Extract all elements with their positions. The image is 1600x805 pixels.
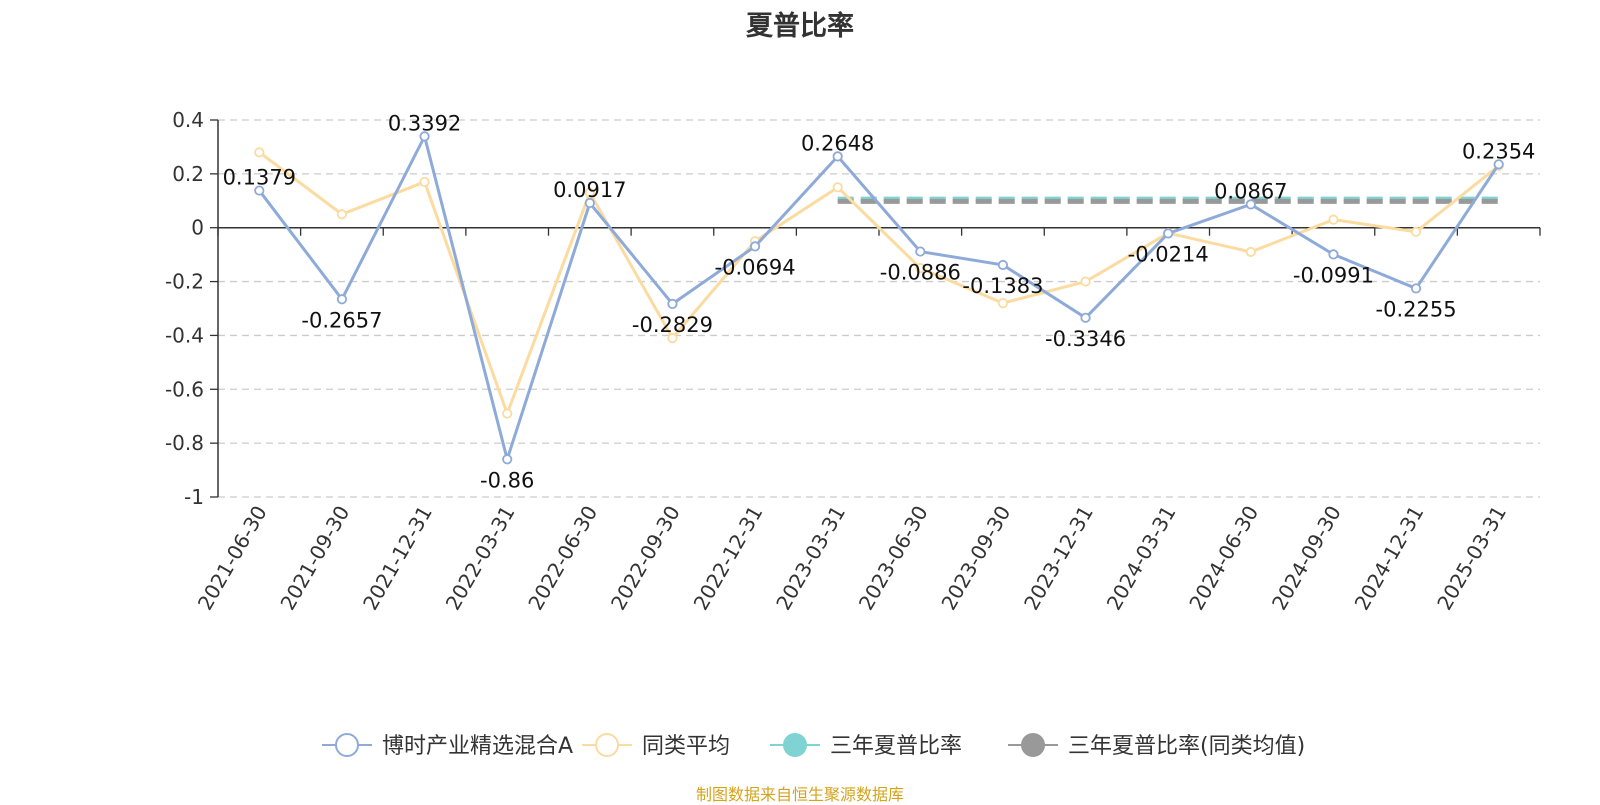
data-label: 0.3392 bbox=[388, 111, 461, 135]
x-tick-label: 2022-09-30 bbox=[606, 502, 685, 615]
data-label: -0.0991 bbox=[1293, 263, 1374, 287]
x-tick-label: 2023-09-30 bbox=[936, 502, 1015, 615]
x-tick-label: 2024-06-30 bbox=[1184, 502, 1263, 615]
legend-label: 博时产业精选混合A bbox=[382, 734, 573, 759]
series-point-0 bbox=[667, 298, 678, 309]
series-point-1 bbox=[667, 333, 678, 344]
data-label: -0.86 bbox=[480, 468, 534, 492]
series-point-0 bbox=[502, 454, 513, 465]
chart-title: 夏普比率 bbox=[746, 11, 854, 42]
x-tick-label: 2022-06-30 bbox=[523, 502, 602, 615]
legend-marker bbox=[595, 733, 619, 757]
data-label: 0.0867 bbox=[1214, 179, 1287, 203]
legend-marker bbox=[335, 733, 359, 757]
series-point-0 bbox=[1163, 228, 1174, 239]
legend-marker bbox=[1021, 733, 1045, 757]
series-point-0 bbox=[1245, 199, 1256, 210]
data-label: 0.1379 bbox=[223, 166, 296, 190]
y-tick-label: 0 bbox=[191, 216, 204, 240]
series-point-0 bbox=[997, 259, 1009, 271]
x-tick-label: 2024-12-31 bbox=[1349, 502, 1428, 615]
series-point-1 bbox=[584, 187, 595, 198]
series-point-1 bbox=[915, 263, 926, 274]
series-point-1 bbox=[832, 182, 843, 193]
data-label: -0.3346 bbox=[1045, 327, 1126, 351]
x-tick-label: 2025-03-31 bbox=[1432, 502, 1511, 615]
data-label: -0.2255 bbox=[1376, 297, 1457, 321]
y-tick-label: 0.2 bbox=[172, 162, 204, 186]
series-point-0 bbox=[419, 131, 430, 142]
data-label: -0.0214 bbox=[1128, 242, 1209, 266]
x-tick-label: 2021-12-31 bbox=[358, 502, 437, 615]
series-point-0 bbox=[1493, 159, 1504, 170]
y-tick-label: -0.6 bbox=[165, 377, 204, 401]
series-point-0 bbox=[749, 241, 761, 252]
legend-item[interactable]: 三年夏普比率 bbox=[770, 733, 962, 759]
data-label: 0.2354 bbox=[1462, 139, 1535, 163]
x-tick-label: 2023-12-31 bbox=[1019, 502, 1098, 615]
data-label: 0.2648 bbox=[801, 131, 874, 155]
series-point-0 bbox=[1328, 249, 1339, 260]
reference-lines bbox=[837, 196, 1499, 204]
legend[interactable]: 博时产业精选混合A 同类平均 三年夏普比率 三年夏普比率(同类均值) bbox=[322, 733, 1305, 759]
legend-item[interactable]: 博时产业精选混合A bbox=[322, 733, 573, 759]
y-tick-label: -0.2 bbox=[165, 270, 204, 294]
x-tick-label: 2022-03-31 bbox=[441, 502, 520, 615]
series-point-1 bbox=[502, 408, 513, 419]
data-label: -0.1383 bbox=[962, 274, 1043, 298]
series-point-1 bbox=[419, 176, 430, 188]
series-point-0 bbox=[336, 294, 348, 305]
series-point-1 bbox=[254, 147, 265, 158]
series-point-1 bbox=[1328, 214, 1339, 225]
series-point-1 bbox=[997, 298, 1009, 309]
x-tick-label: 2022-12-31 bbox=[688, 502, 767, 615]
series-line-0 bbox=[258, 134, 1500, 461]
legend-item[interactable]: 同类平均 bbox=[582, 733, 730, 759]
series-point-0 bbox=[1080, 312, 1091, 323]
series-point-1 bbox=[1080, 276, 1091, 287]
series-point-0 bbox=[832, 151, 843, 162]
series-point-0 bbox=[1410, 283, 1422, 294]
data-labels: 0.1379 -0.2657 0.3392 -0.86 0.0917 -0.2829 -0.… bbox=[223, 111, 1536, 492]
data-label: -0.0886 bbox=[880, 261, 961, 285]
series-point-1 bbox=[1245, 246, 1256, 258]
x-tick-label: 2024-03-31 bbox=[1102, 502, 1181, 615]
y-tick-label: -0.8 bbox=[165, 431, 204, 455]
legend-label: 三年夏普比率 bbox=[830, 734, 962, 759]
x-tick-label: 2021-06-30 bbox=[193, 502, 272, 615]
data-label: -0.2657 bbox=[301, 308, 382, 332]
x-tick-label: 2024-09-30 bbox=[1267, 502, 1346, 615]
y-tick-label: -0.4 bbox=[165, 323, 204, 347]
legend-item[interactable]: 三年夏普比率(同类均值) bbox=[1008, 733, 1305, 759]
series-point-1 bbox=[1410, 226, 1422, 237]
data-label: -0.0694 bbox=[715, 255, 796, 279]
source-note: 制图数据来自恒生聚源数据库 bbox=[695, 785, 904, 804]
legend-label: 同类平均 bbox=[642, 734, 730, 759]
data-label: -0.2829 bbox=[632, 313, 713, 337]
x-tick-label: 2023-03-31 bbox=[771, 502, 850, 615]
y-tick-label: -1 bbox=[184, 485, 204, 509]
x-tick-label: 2023-06-30 bbox=[854, 502, 933, 615]
grid-lines bbox=[218, 119, 1540, 498]
legend-label: 三年夏普比率(同类均值) bbox=[1068, 734, 1305, 759]
legend-marker bbox=[783, 733, 807, 757]
series-point-1 bbox=[336, 209, 348, 220]
x-tick-label: 2021-09-30 bbox=[275, 502, 354, 615]
y-tick-label: 0.4 bbox=[172, 108, 204, 132]
series-point-0 bbox=[584, 197, 595, 209]
data-label: 0.0917 bbox=[553, 178, 626, 202]
series-point-0 bbox=[254, 185, 265, 196]
series-lines bbox=[254, 131, 1504, 465]
series-point-0 bbox=[915, 246, 926, 257]
